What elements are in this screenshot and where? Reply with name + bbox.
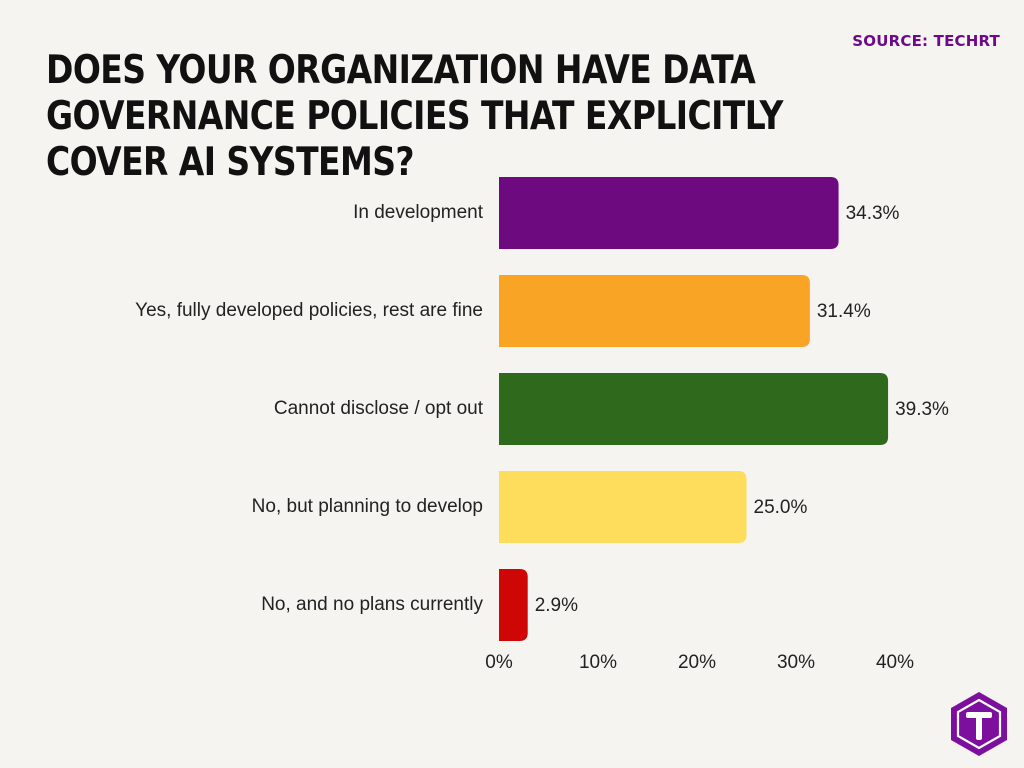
bar: [499, 471, 747, 543]
value-label: 2.9%: [535, 595, 578, 616]
category-label: No, but planning to develop: [252, 496, 483, 517]
category-label: No, and no plans currently: [261, 594, 483, 615]
chart-title: Does your organization have data governa…: [46, 48, 783, 185]
x-tick-label: 10%: [579, 652, 617, 673]
bar: [499, 177, 839, 249]
x-axis: 0% 10% 20% 30% 40%: [485, 652, 914, 673]
bar: [499, 275, 810, 347]
x-tick-label: 0%: [485, 652, 513, 673]
category-label: In development: [353, 202, 484, 223]
value-label: 34.3%: [846, 203, 900, 224]
x-tick-label: 40%: [876, 652, 914, 673]
bars-group: In development 34.3% Yes, fully developed …: [135, 177, 949, 641]
t-hexagon-logo-icon: [951, 692, 1007, 756]
value-label: 39.3%: [895, 399, 949, 420]
source-label: SOURCE: TECHRT: [852, 32, 1000, 50]
x-tick-label: 20%: [678, 652, 716, 673]
value-label: 31.4%: [817, 301, 871, 322]
x-tick-label: 30%: [777, 652, 815, 673]
bar: [499, 373, 889, 445]
category-label: Yes, fully developed policies, rest are …: [135, 300, 483, 321]
bar: [499, 569, 528, 641]
category-label: Cannot disclose / opt out: [274, 398, 484, 419]
value-label: 25.0%: [754, 497, 808, 518]
